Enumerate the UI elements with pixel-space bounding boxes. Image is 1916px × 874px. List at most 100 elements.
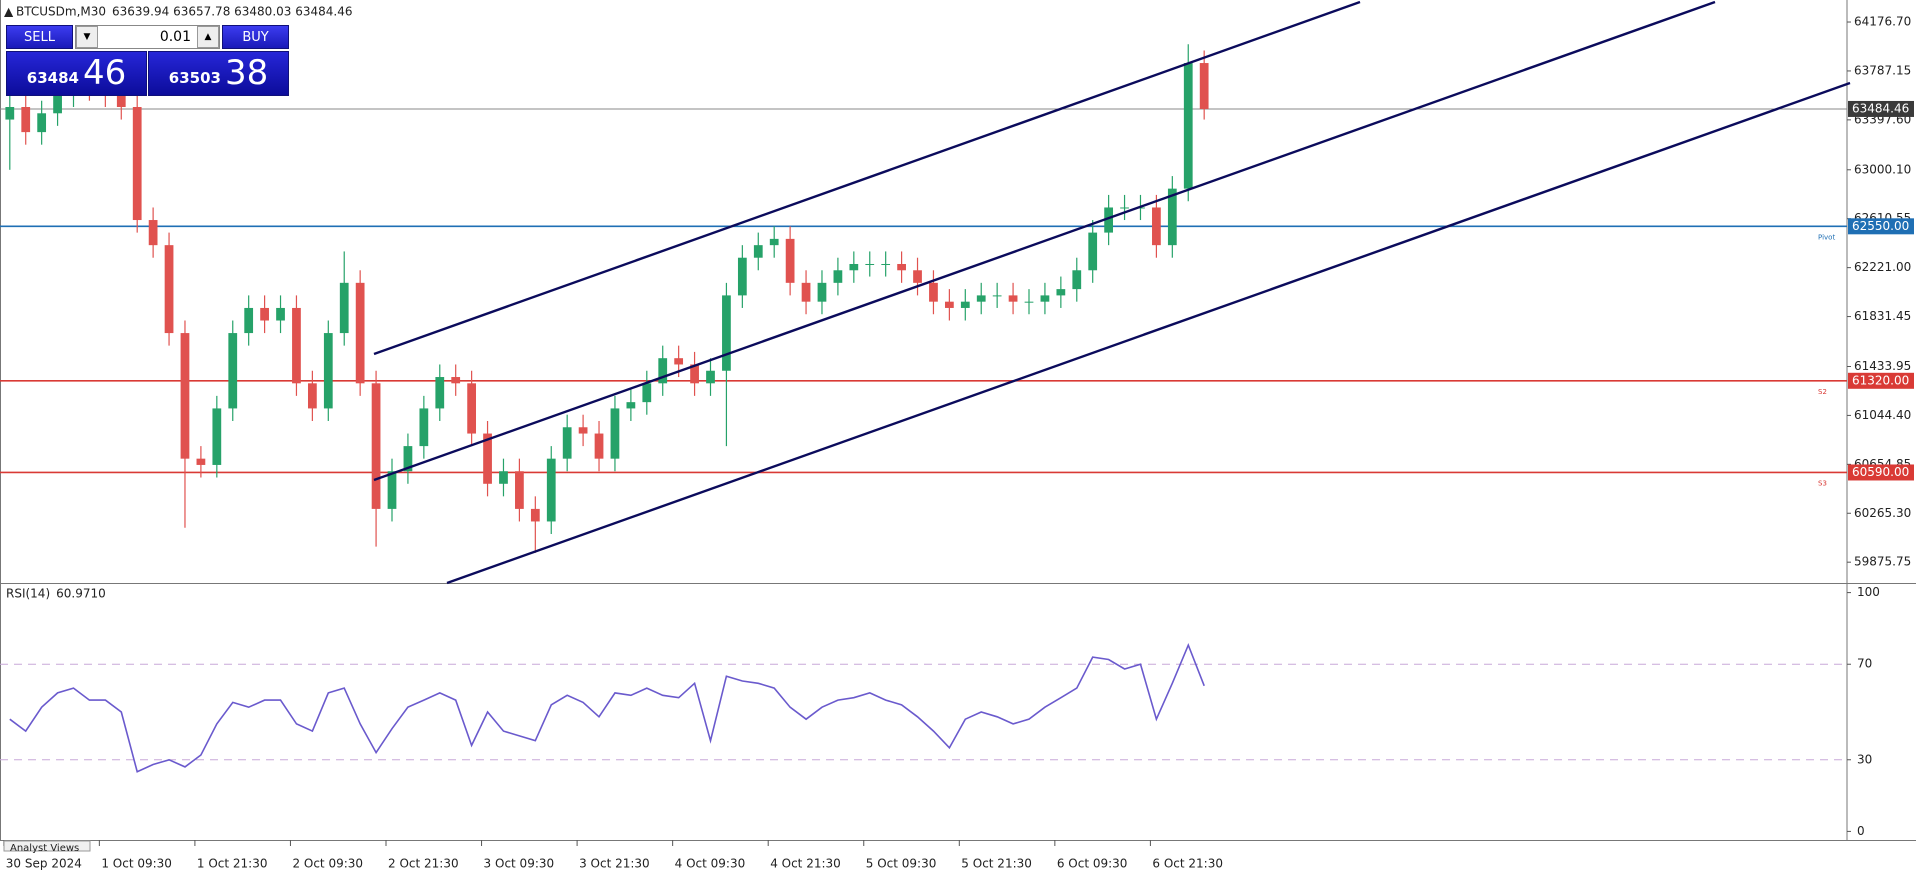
buy-button[interactable]: BUY: [222, 25, 289, 49]
candle-body: [960, 301, 970, 308]
sell-button[interactable]: SELL: [6, 25, 73, 49]
header-symbol: BTCUSDm,M30: [16, 5, 106, 19]
candle-body: [451, 377, 461, 384]
level-label: 61320.00: [1852, 373, 1909, 387]
level-name: S2: [1818, 388, 1827, 396]
channel-middle: [373, 0, 1716, 482]
candle-body: [1040, 295, 1050, 302]
buy-price[interactable]: 63503 38: [148, 51, 289, 96]
candle-body: [53, 94, 62, 114]
candle-body: [1024, 301, 1034, 303]
candle-body: [849, 263, 859, 271]
footer-tab[interactable]: [3, 840, 91, 852]
candle-body: [1199, 63, 1209, 109]
candle-body: [1104, 207, 1114, 233]
buy-price-big: 38: [224, 53, 269, 93]
x-tick-label: 2 Oct 09:30: [292, 857, 363, 871]
level-name: S3: [1818, 479, 1827, 487]
candle-body: [515, 471, 524, 509]
volume-up[interactable]: ▲: [197, 26, 219, 48]
candle-body: [992, 295, 1002, 297]
candle-body: [737, 257, 747, 296]
x-tick-label: 2 Oct 21:30: [388, 857, 459, 871]
candle-body: [817, 282, 827, 302]
candle-body: [642, 383, 652, 403]
candle-body: [180, 333, 190, 459]
candle-body: [769, 238, 779, 246]
candle-body: [546, 458, 556, 522]
candle-body: [1072, 270, 1082, 290]
x-tick-label: 30 Sep 2024: [6, 857, 82, 871]
y-tick-label: 70: [1857, 657, 1872, 671]
volume-input[interactable]: 0.01: [75, 25, 220, 49]
level-tag: [1848, 372, 1914, 389]
indicator-name: RSI(14): [6, 587, 50, 601]
level-label: 63484.46: [1852, 101, 1909, 115]
candle-body: [674, 358, 684, 365]
y-tick-label: 0: [1857, 824, 1865, 838]
candle-body: [897, 263, 906, 271]
volume-value[interactable]: 0.01: [159, 29, 191, 45]
level-tag: [1848, 218, 1914, 235]
candle-body: [132, 107, 142, 221]
candle-body: [706, 370, 715, 384]
level-label: 62550.00: [1852, 219, 1909, 233]
volume-down[interactable]: ▼: [76, 26, 98, 48]
candle-body: [339, 282, 349, 334]
channel-upper: [373, 0, 1361, 356]
y-tick-label: 30: [1857, 752, 1872, 766]
channel: [373, 0, 1851, 585]
candle-body: [1167, 188, 1177, 246]
candle-body: [37, 113, 47, 133]
indicator-value: 60.9710: [56, 587, 106, 601]
rsi-line: [9, 642, 1205, 773]
candle-body: [164, 245, 174, 334]
sell-price[interactable]: 63484 46: [6, 51, 147, 96]
candle-body: [467, 383, 477, 434]
x-tick-label: 6 Oct 09:30: [1057, 857, 1128, 871]
candle-body: [833, 270, 843, 283]
x-tick-label: 4 Oct 09:30: [675, 857, 746, 871]
y-tick-label: 60265.30: [1854, 506, 1911, 520]
x-tick-label: 6 Oct 21:30: [1152, 857, 1223, 871]
y-tick-label: 62221.00: [1854, 260, 1911, 274]
sell-price-big: 46: [82, 53, 127, 93]
candle-body: [307, 383, 317, 409]
y-tick-label: 59875.75: [1854, 555, 1911, 569]
candle-body: [244, 307, 254, 334]
candle-body: [1120, 207, 1129, 209]
x-tick-label: 5 Oct 09:30: [866, 857, 937, 871]
y-tick-label: 100: [1857, 585, 1880, 599]
candle-body: [323, 333, 333, 409]
candle-body: [276, 307, 285, 321]
candle-body: [355, 282, 365, 384]
footer-tab-label[interactable]: Analyst Views: [10, 843, 79, 854]
sell-price-main: 63484: [26, 69, 79, 87]
candle-body: [1183, 63, 1193, 189]
candle-body: [690, 364, 699, 384]
y-tick-label: 63000.10: [1854, 162, 1911, 176]
candle-body: [148, 220, 158, 246]
level-tag: [1848, 100, 1914, 117]
candle-body: [499, 471, 508, 484]
candle-body: [530, 508, 540, 522]
candle-body: [21, 107, 31, 133]
x-tick-label: 1 Oct 21:30: [197, 857, 268, 871]
y-tick-label: 63787.15: [1854, 63, 1911, 77]
candle-body: [594, 433, 604, 459]
candle-body: [1088, 232, 1098, 271]
candle-body: [483, 433, 492, 484]
candle-body: [626, 402, 636, 409]
candle-body: [419, 408, 429, 447]
candle-body: [944, 301, 954, 308]
y-tick-label: 61044.40: [1854, 408, 1911, 422]
candle-body: [865, 263, 875, 265]
candle-body: [1008, 295, 1018, 302]
candle-body: [387, 471, 397, 509]
candle-body: [976, 295, 986, 302]
candle-body: [929, 282, 938, 302]
plot: 64176.7063787.1563397.6063000.1062610.55…: [0, 15, 1914, 871]
